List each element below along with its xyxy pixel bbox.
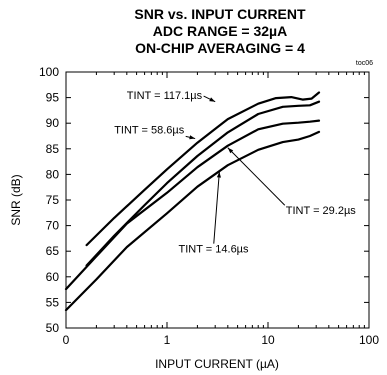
chart-title: SNR vs. INPUT CURRENT ADC RANGE = 32µA O… — [70, 6, 370, 57]
annotation-bg — [125, 90, 204, 103]
x-tick-label: 1 — [164, 333, 171, 347]
series-annotation: TINT = 29.2µs — [286, 205, 357, 217]
y-tick-label: 95 — [46, 91, 60, 105]
y-tick-label: 75 — [46, 193, 60, 207]
series-line — [85, 91, 321, 247]
arrow-head — [189, 135, 196, 140]
annotation-bg — [177, 243, 251, 256]
y-tick-label: 70 — [46, 219, 60, 233]
annotation-bg — [113, 124, 186, 137]
annotation-leader — [227, 147, 286, 206]
y-tick-label: 50 — [46, 321, 60, 335]
chart-title-line-2: ADC RANGE = 32µA — [152, 23, 288, 39]
annotation-leader — [213, 171, 220, 244]
arrow-head — [216, 171, 221, 178]
arrow-head — [209, 97, 216, 102]
series-line — [64, 119, 321, 291]
y-tick-label: 90 — [46, 116, 60, 130]
y-tick-label: 55 — [46, 295, 60, 309]
x-axis-label: INPUT CURRENT (µA) — [155, 357, 279, 371]
y-tick-label: 60 — [46, 270, 60, 284]
y-tick-label: 85 — [46, 142, 60, 156]
y-tick-label: 65 — [46, 244, 60, 258]
arrow-head — [227, 147, 234, 154]
x-tick-label: 10 — [261, 333, 275, 347]
chart-title-line-3: ON-CHIP AVERAGING = 4 — [135, 40, 305, 56]
x-tick-label: 0 — [63, 333, 70, 347]
figure-tag: toc06 — [355, 60, 373, 67]
series-annotation: TINT = 117.1µs — [127, 90, 203, 102]
chart-title-line-1: SNR vs. INPUT CURRENT — [134, 6, 306, 22]
series-line — [64, 130, 321, 312]
y-tick-label: 100 — [39, 65, 59, 79]
y-tick-label: 80 — [46, 167, 60, 181]
x-tick-label: 100 — [359, 333, 379, 347]
y-axis-label: SNR (dB) — [9, 174, 23, 225]
series-line — [85, 100, 321, 267]
series-annotation: TINT = 58.6µs — [114, 124, 185, 136]
annotation-bg — [284, 205, 358, 218]
series-annotation: TINT = 14.6µs — [179, 244, 250, 256]
